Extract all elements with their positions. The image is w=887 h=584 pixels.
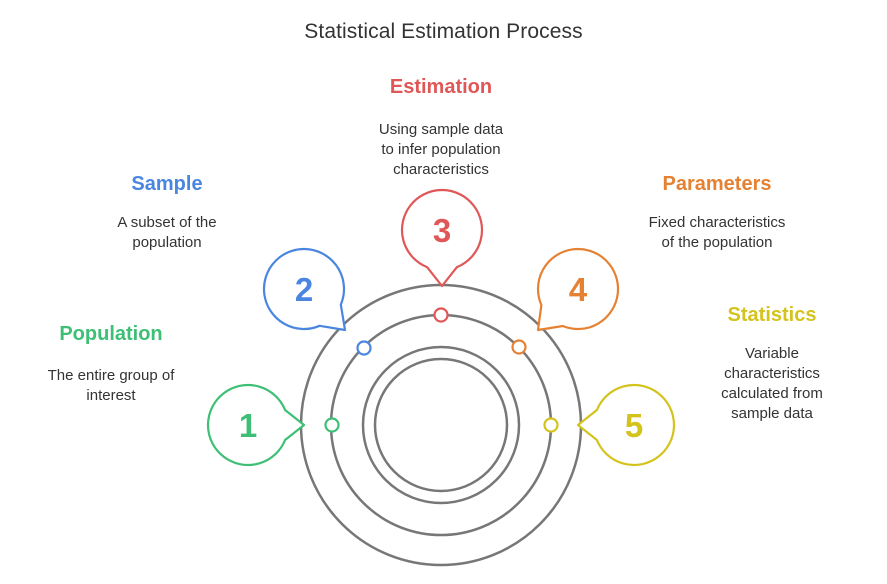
- inner-ring: [361, 345, 521, 505]
- diagram-title: Statistical Estimation Process: [304, 20, 583, 43]
- desc-statistics-line-1: Variable: [745, 345, 799, 362]
- step-bubble-3: 3: [400, 188, 484, 288]
- bubble-4-number: 4: [569, 271, 588, 308]
- desc-statistics-line-4: sample data: [731, 405, 813, 422]
- desc-population: The entire group of interest: [26, 366, 196, 406]
- core-ring: [373, 357, 509, 493]
- desc-estimation-line-1: Using sample data: [378, 121, 504, 138]
- label-sample: Sample: [131, 173, 203, 195]
- bubble-3-shape: [400, 188, 484, 288]
- bubble-2-shape: [262, 247, 347, 332]
- marker-3: [433, 307, 449, 323]
- marker-4: [511, 339, 527, 355]
- bubble-5-number: 5: [625, 407, 643, 444]
- label-population: Population: [59, 323, 163, 345]
- desc-parameters-line-2: of the population: [661, 234, 773, 251]
- desc-population-line-2: interest: [86, 387, 136, 404]
- desc-parameters-line-1: Fixed characteristics: [648, 214, 786, 231]
- bubble-2-number: 2: [295, 271, 313, 308]
- desc-statistics-line-2: characteristics: [724, 365, 820, 382]
- marker-1: [324, 417, 340, 433]
- label-parameters: Parameters: [662, 173, 772, 195]
- desc-sample-line-1: A subset of the: [117, 214, 217, 231]
- bubble-4-shape: [536, 247, 620, 332]
- desc-estimation-line-3: characteristics: [393, 161, 489, 178]
- desc-statistics: Variable characteristics calculated from…: [687, 344, 857, 424]
- bubble-1-shape: [206, 383, 306, 467]
- step-bubble-4: 4: [536, 247, 620, 332]
- bubble-1-number: 1: [239, 407, 257, 444]
- desc-estimation-line-2: to infer population: [381, 141, 501, 158]
- marker-5: [543, 417, 559, 433]
- marker-2: [356, 340, 372, 356]
- desc-sample: A subset of the population: [82, 213, 252, 253]
- label-estimation: Estimation: [389, 76, 493, 98]
- bubble-5-shape: [576, 383, 676, 467]
- desc-estimation: Using sample data to infer population ch…: [351, 120, 531, 180]
- desc-parameters: Fixed characteristics of the population: [622, 213, 812, 253]
- step-bubble-2: 2: [262, 247, 347, 332]
- ring-markers: [324, 307, 559, 433]
- step-bubble-5: 5: [576, 383, 676, 467]
- label-statistics: Statistics: [727, 304, 817, 326]
- bubble-3-number: 3: [433, 212, 451, 249]
- desc-statistics-line-3: calculated from: [721, 385, 823, 402]
- step-bubble-1: 1: [206, 383, 306, 467]
- desc-sample-line-2: population: [132, 234, 202, 251]
- desc-population-line-1: The entire group of: [47, 367, 175, 384]
